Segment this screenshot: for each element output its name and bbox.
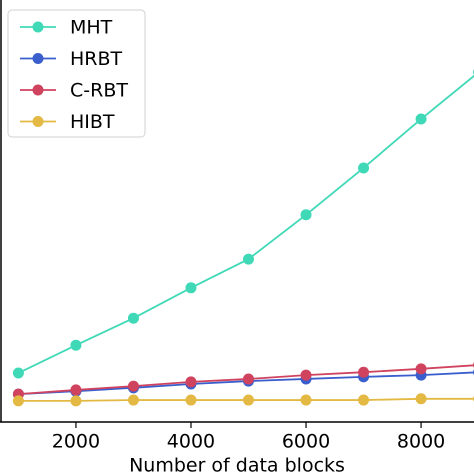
data-point bbox=[415, 363, 427, 375]
data-point bbox=[70, 339, 82, 351]
x-tick-label: 4000 bbox=[167, 431, 215, 453]
x-tick-label: 8000 bbox=[397, 431, 445, 453]
legend-marker bbox=[32, 53, 44, 64]
legend-box bbox=[7, 9, 146, 138]
legend-marker bbox=[32, 116, 44, 127]
data-point bbox=[70, 395, 82, 407]
data-point bbox=[300, 209, 312, 221]
x-axis-label: Number of data blocks bbox=[129, 455, 345, 474]
data-point bbox=[358, 366, 370, 378]
data-point bbox=[12, 367, 24, 379]
legend-marker bbox=[32, 21, 44, 33]
x-tick-label: 2000 bbox=[52, 431, 100, 453]
data-point bbox=[127, 312, 139, 324]
x-tick-label: 6000 bbox=[282, 431, 330, 453]
data-point bbox=[70, 384, 82, 396]
data-point bbox=[415, 393, 427, 405]
data-point bbox=[185, 394, 197, 406]
legend-label: C-RBT bbox=[70, 80, 128, 102]
legend-label: MHT bbox=[70, 17, 113, 39]
legend-label: HIBT bbox=[70, 111, 115, 133]
legend-marker bbox=[32, 84, 44, 96]
data-point bbox=[243, 253, 255, 265]
data-point bbox=[243, 373, 255, 385]
data-point bbox=[415, 113, 427, 125]
data-point bbox=[127, 380, 139, 392]
data-point bbox=[358, 162, 370, 174]
data-point bbox=[300, 394, 312, 406]
data-point bbox=[185, 376, 197, 388]
legend-label: HRBT bbox=[70, 48, 123, 70]
data-point bbox=[127, 394, 139, 406]
data-point bbox=[185, 282, 197, 294]
data-point bbox=[300, 369, 312, 381]
data-point bbox=[358, 394, 370, 406]
data-point bbox=[243, 394, 255, 406]
data-point bbox=[12, 395, 24, 407]
